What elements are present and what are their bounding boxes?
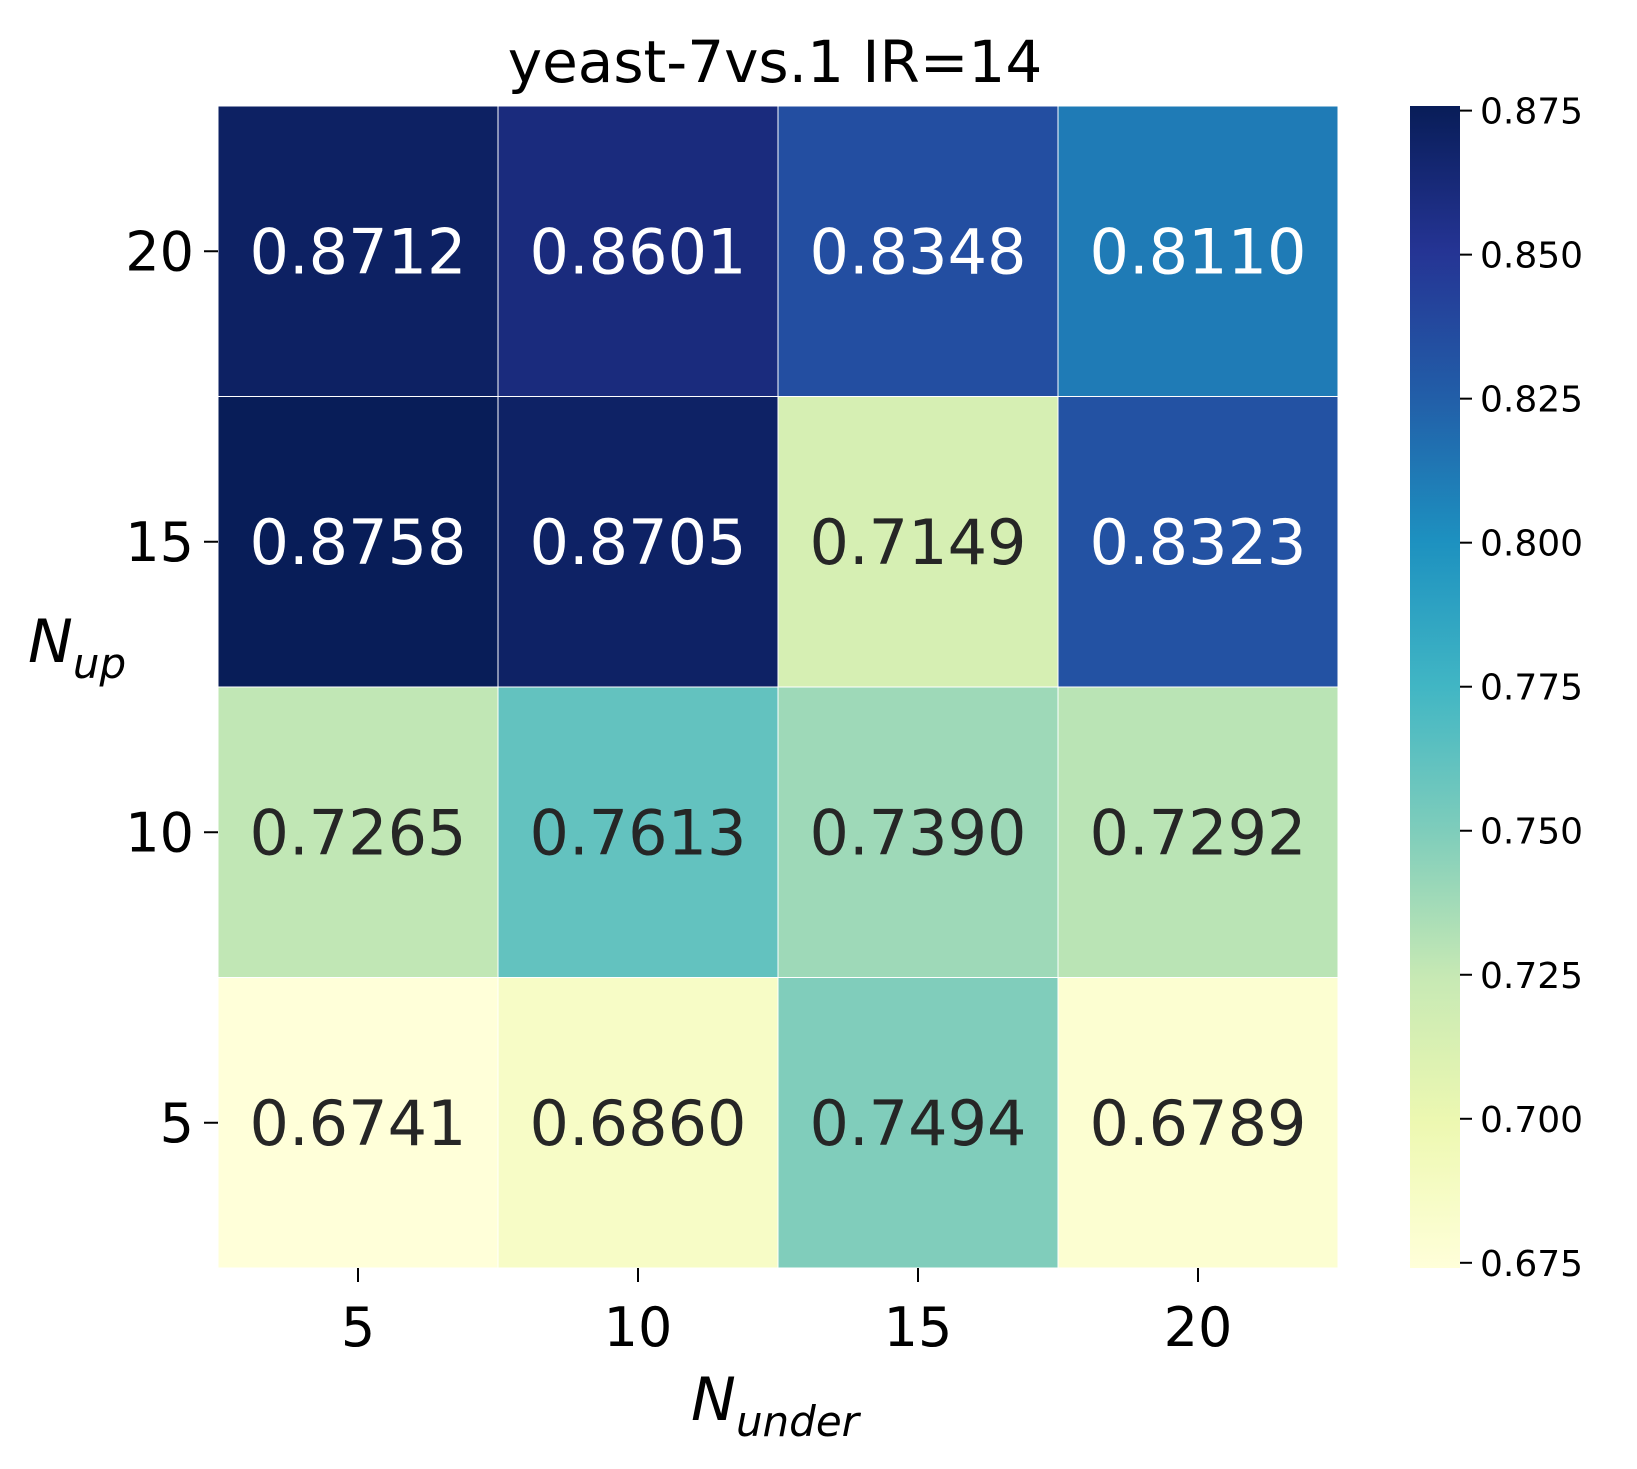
y-tick-label: 20 bbox=[125, 220, 194, 283]
y-axis-label: Nup bbox=[28, 607, 126, 688]
cell-value-r3-c2: 0.7613 bbox=[530, 796, 747, 869]
heatmap-cell-r1-c4 bbox=[1057, 105, 1339, 397]
y-axis-label-sub: up bbox=[73, 639, 126, 688]
heatmap-cell-r2-c4 bbox=[1057, 396, 1339, 688]
cell-value-r2-c1: 0.8758 bbox=[250, 506, 467, 579]
heatmap-cell-r4-c4 bbox=[1057, 977, 1339, 1269]
heatmap-cell-r1-c3 bbox=[777, 105, 1059, 397]
heatmap-cell-r2-c2 bbox=[497, 396, 779, 688]
cell-value-r4-c2: 0.6860 bbox=[530, 1087, 747, 1160]
heatmap-cell-r4-c2 bbox=[497, 977, 779, 1269]
y-axis-label-base: N bbox=[28, 607, 73, 677]
x-tick-label: 10 bbox=[604, 1296, 673, 1359]
colorbar-tick-label: 0.725 bbox=[1480, 956, 1583, 997]
colorbar-tick-label: 0.800 bbox=[1480, 524, 1583, 565]
heatmap-cell-r2-c3 bbox=[777, 396, 1059, 688]
heatmap-cell-r2-c1 bbox=[217, 396, 499, 688]
heatmap-cell-r3-c4 bbox=[1057, 686, 1339, 978]
heatmap-cell-r4-c3 bbox=[777, 977, 1059, 1269]
cell-value-r4-c3: 0.7494 bbox=[810, 1087, 1027, 1160]
y-tick-label: 10 bbox=[125, 801, 194, 864]
x-axis-label: Nunder bbox=[691, 1365, 862, 1446]
colorbar-ticks: 0.675 0.700 0.725 0.750 0.775 0.800 0.825 0.850… bbox=[1460, 92, 1583, 1285]
y-tick-label: 15 bbox=[125, 511, 194, 574]
heatmap-cell-r1-c2 bbox=[497, 105, 779, 397]
x-axis-label-base: N bbox=[691, 1365, 736, 1435]
cell-value-r3-c4: 0.7292 bbox=[1090, 796, 1307, 869]
cell-value-r1-c2: 0.8601 bbox=[530, 215, 747, 288]
colorbar-tick-label: 0.850 bbox=[1480, 236, 1583, 277]
cell-value-r1-c3: 0.8348 bbox=[810, 215, 1027, 288]
cell-value-r1-c4: 0.8110 bbox=[1090, 215, 1307, 288]
colorbar-tick-label: 0.750 bbox=[1480, 812, 1583, 853]
heatmap-cell-r3-c2 bbox=[497, 686, 779, 978]
cell-value-r4-c4: 0.6789 bbox=[1090, 1087, 1307, 1160]
colorbar-tick-label: 0.875 bbox=[1480, 92, 1583, 133]
colorbar-tick-label: 0.700 bbox=[1480, 1100, 1583, 1141]
x-tick-label: 15 bbox=[884, 1296, 953, 1359]
heatmap-cell-r1-c1 bbox=[217, 105, 499, 397]
x-axis-label-sub: under bbox=[736, 1397, 862, 1446]
colorbar-tick-label: 0.675 bbox=[1480, 1244, 1583, 1285]
colorbar-gradient bbox=[1410, 106, 1460, 1268]
colorbar: 0.675 0.700 0.725 0.750 0.775 0.800 0.825 0.850… bbox=[1410, 92, 1583, 1285]
y-axis-ticks: 20 15 10 5 bbox=[125, 220, 218, 1155]
cell-value-r3-c3: 0.7390 bbox=[810, 796, 1027, 869]
y-tick-label: 5 bbox=[160, 1092, 194, 1155]
x-axis-ticks: 5 10 15 20 bbox=[341, 1268, 1233, 1359]
colorbar-tick-label: 0.825 bbox=[1480, 380, 1583, 421]
cell-value-r2-c2: 0.8705 bbox=[530, 506, 747, 579]
colorbar-tick-label: 0.775 bbox=[1480, 668, 1583, 709]
x-tick-label: 20 bbox=[1164, 1296, 1233, 1359]
heatmap-cell-r4-c1 bbox=[217, 977, 499, 1269]
cell-value-r3-c1: 0.7265 bbox=[250, 796, 467, 869]
heatmap-cells: 0.8712 0.8601 0.8348 0.8110 0.8758 0.8705 0.71… bbox=[217, 105, 1339, 1269]
cell-value-r1-c1: 0.8712 bbox=[250, 215, 467, 288]
cell-value-r4-c1: 0.6741 bbox=[250, 1087, 467, 1160]
cell-value-r2-c3: 0.7149 bbox=[810, 506, 1027, 579]
chart-title: yeast-7vs.1 IR=14 bbox=[508, 28, 1042, 96]
cell-value-r2-c4: 0.8323 bbox=[1090, 506, 1307, 579]
x-tick-label: 5 bbox=[341, 1296, 375, 1359]
